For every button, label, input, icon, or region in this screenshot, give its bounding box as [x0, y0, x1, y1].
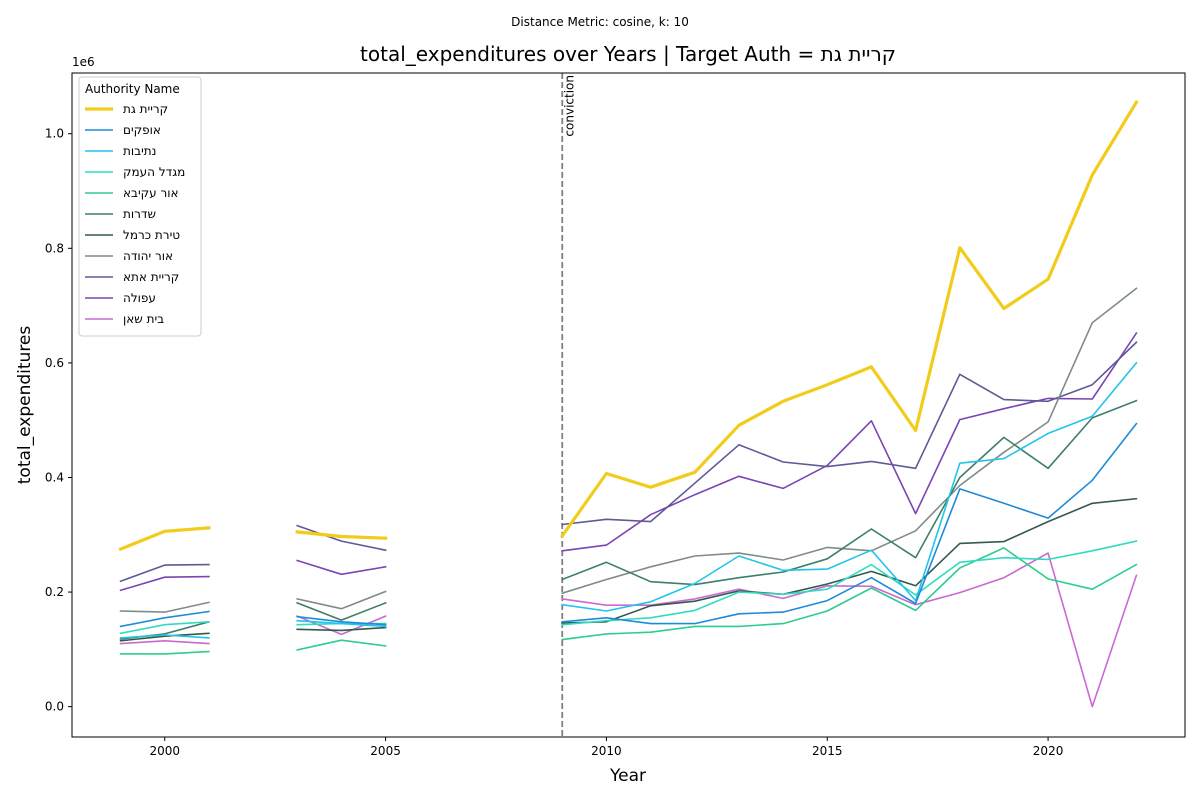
legend-label: אור עקיבא [123, 186, 179, 200]
y-offset-label: 1e6 [72, 55, 95, 69]
series-line-2 [119, 422, 1138, 628]
plot-area [72, 73, 1185, 737]
x-tick-label: 2010 [591, 744, 622, 758]
legend-label: בית שאן [123, 312, 164, 326]
plot-frame [71, 72, 1186, 738]
y-tick-label: 0.0 [45, 700, 64, 714]
series-line-8 [119, 287, 1138, 613]
y-tick-label: 0.8 [45, 241, 64, 255]
legend-title: Authority Name [85, 82, 180, 96]
chart-suptitle: Distance Metric: cosine, k: 10 [511, 15, 689, 29]
legend-label: שדרות [123, 207, 156, 221]
series-line-3 [119, 361, 1138, 639]
series-line-10 [119, 331, 1138, 592]
legend-label: קריית אתא [123, 270, 179, 284]
legend-label: אופקים [123, 123, 161, 137]
legend-label: קריית גת [123, 102, 168, 116]
y-tick-label: 1.0 [45, 127, 64, 141]
series-lines [118, 100, 1139, 708]
y-tick-label: 0.6 [45, 356, 64, 370]
x-axis-label: Year [609, 766, 646, 786]
x-tick-label: 2020 [1033, 744, 1064, 758]
y-axis-label: total_expenditures [15, 326, 35, 485]
series-line-1 [118, 100, 1139, 552]
x-tick-label: 2005 [370, 744, 401, 758]
y-tick-label: 0.4 [45, 470, 64, 484]
x-axis: 2000 2005 2010 2015 2020 [149, 737, 1063, 758]
legend-label: אור יהודה [123, 249, 173, 263]
legend: Authority Name קריית גת אופקים נתיבות מגדל ה… [78, 76, 202, 337]
conviction-marker: conviction [561, 73, 576, 737]
x-tick-label: 2000 [149, 744, 180, 758]
legend-label: עפולה [123, 291, 156, 305]
legend-label: טירת כרמל [123, 228, 180, 242]
legend-label: נתיבות [123, 144, 156, 158]
series-line-5 [119, 547, 1138, 655]
chart-title: total_expenditures over Years | Target A… [360, 42, 896, 66]
legend-label: מגדל העמק [123, 165, 185, 179]
y-tick-label: 0.2 [45, 585, 64, 599]
y-axis: 0.0 0.2 0.4 0.6 0.8 1.0 [45, 127, 72, 714]
series-line-9 [119, 341, 1138, 583]
conviction-label: conviction [562, 75, 576, 137]
legend-box [78, 76, 202, 337]
x-tick-label: 2015 [812, 744, 843, 758]
